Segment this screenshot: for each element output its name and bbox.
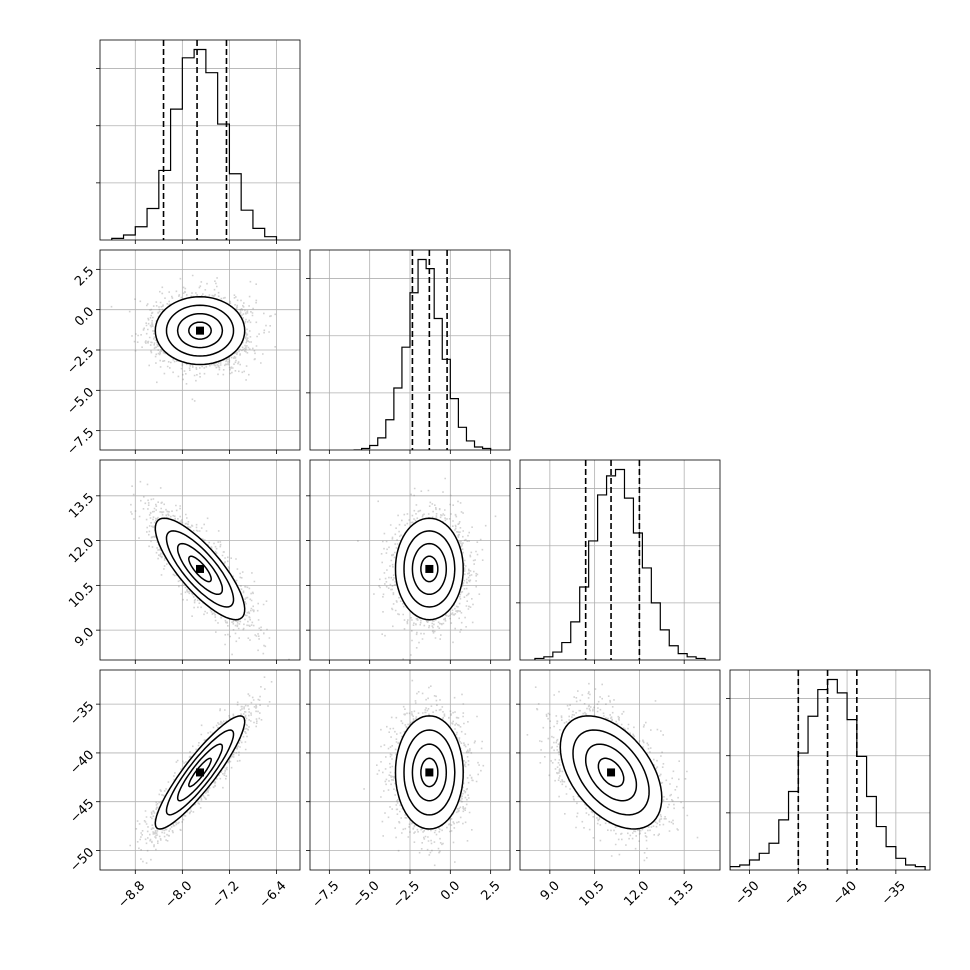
y-tick-label: −7.5 bbox=[64, 425, 97, 458]
density-contour bbox=[584, 743, 638, 802]
density-contour bbox=[188, 757, 212, 788]
y-tick-label: −2.5 bbox=[64, 345, 97, 378]
density-peak bbox=[425, 564, 434, 573]
x-tick-label: 10.5 bbox=[577, 878, 608, 909]
y-tick-label: −50 bbox=[67, 845, 97, 875]
x-tick-label: −8.8 bbox=[115, 878, 148, 911]
density-body bbox=[526, 682, 699, 862]
panels-layer: −50 −45 −40 −35−7.5−5.0−2.50.02.59.010.512.… bbox=[64, 39, 931, 911]
y-tick-label: 12.0 bbox=[66, 535, 97, 566]
x-tick-label: −7.5 bbox=[309, 878, 342, 911]
x-tick-label: −7.2 bbox=[210, 878, 243, 911]
density-contour bbox=[420, 757, 439, 788]
x-tick-label: 2.5 bbox=[478, 878, 503, 903]
density-body bbox=[130, 480, 290, 660]
density-contour bbox=[188, 321, 212, 340]
density-contour bbox=[176, 743, 224, 802]
histogram-step bbox=[353, 258, 492, 450]
x-tick-label: −2.5 bbox=[390, 878, 423, 911]
y-tick-label: −45 bbox=[67, 796, 97, 826]
x-tick-label: −40 bbox=[830, 878, 860, 908]
y-tick-label: 0.0 bbox=[72, 304, 97, 329]
density-contour bbox=[188, 555, 212, 583]
density-panel-2-3: 9.0 10.5 12.0 13.5 bbox=[516, 669, 721, 910]
x-tick-label: −35 bbox=[879, 878, 909, 908]
histogram-body bbox=[111, 40, 278, 240]
density-contour bbox=[154, 715, 246, 830]
panel-frame bbox=[729, 669, 931, 871]
x-tick-label: 9.0 bbox=[538, 878, 563, 903]
histogram-panel-0 bbox=[96, 39, 301, 244]
density-panel-0-1: −7.5 −5.0 −2.5 0.0 2.5 bbox=[64, 249, 301, 458]
density-panel-0-3: −8.8 −8.0 −7.2 −6.4 −50 −45 −40 −35 bbox=[67, 669, 301, 911]
density-contour bbox=[411, 542, 448, 596]
density-panel-1-2 bbox=[306, 459, 511, 664]
x-tick-label: −5.0 bbox=[350, 878, 383, 911]
panel-frame bbox=[99, 39, 301, 241]
density-peak bbox=[196, 768, 204, 777]
density-panel-0-2: 9.0 10.5 12.0 13.5 bbox=[66, 459, 301, 664]
histogram-step bbox=[111, 48, 278, 240]
panel-frame bbox=[99, 459, 301, 661]
density-body bbox=[110, 274, 276, 402]
y-tick-label: 13.5 bbox=[66, 491, 97, 522]
density-contour bbox=[403, 530, 456, 608]
density-peak bbox=[425, 768, 434, 777]
histogram-panel-1 bbox=[306, 249, 511, 454]
histogram-body bbox=[730, 670, 926, 870]
x-tick-label: 13.5 bbox=[666, 878, 697, 909]
density-contour bbox=[597, 757, 625, 788]
x-tick-label: −6.4 bbox=[257, 878, 290, 911]
x-tick-label: 0.0 bbox=[438, 878, 463, 903]
density-peak bbox=[196, 326, 204, 335]
density-contour bbox=[572, 729, 650, 816]
x-tick-label: −50 bbox=[733, 878, 763, 908]
density-contour bbox=[165, 530, 235, 608]
x-tick-label: −45 bbox=[781, 878, 811, 908]
y-tick-label: −35 bbox=[67, 699, 97, 729]
histogram-body bbox=[534, 460, 706, 660]
density-contour bbox=[394, 517, 464, 621]
density-peak bbox=[196, 564, 204, 573]
density-contour bbox=[394, 715, 464, 830]
density-body bbox=[129, 676, 273, 864]
panel-frame bbox=[519, 459, 721, 661]
y-tick-label: 2.5 bbox=[72, 264, 97, 289]
density-contour bbox=[154, 296, 246, 366]
density-contour bbox=[420, 555, 439, 583]
y-tick-label: 9.0 bbox=[72, 625, 97, 650]
y-tick-label: −5.0 bbox=[64, 385, 97, 418]
y-tick-label: 10.5 bbox=[66, 580, 97, 611]
panel-frame bbox=[99, 669, 301, 871]
histogram-panel-3: −50 −45 −40 −35 bbox=[726, 669, 931, 908]
histogram-panel-2 bbox=[516, 459, 721, 664]
density-contour bbox=[411, 743, 448, 802]
density-body bbox=[363, 679, 485, 867]
histogram-step bbox=[534, 468, 706, 660]
density-contour bbox=[403, 729, 456, 816]
density-contour bbox=[165, 304, 235, 357]
density-panel-1-3: −7.5 −5.0 −2.5 0.0 2.5 bbox=[306, 669, 511, 911]
density-contour bbox=[154, 517, 246, 621]
x-tick-label: −8.0 bbox=[162, 878, 195, 911]
density-contour bbox=[176, 312, 224, 349]
density-peak bbox=[607, 768, 616, 777]
density-body bbox=[357, 477, 497, 660]
y-tick-label: −40 bbox=[67, 748, 97, 778]
density-contour bbox=[176, 542, 224, 596]
density-contour bbox=[165, 729, 235, 816]
histogram-body bbox=[353, 250, 492, 450]
panel-frame bbox=[519, 669, 721, 871]
x-tick-label: 12.0 bbox=[621, 878, 652, 909]
density-contour bbox=[559, 715, 663, 830]
